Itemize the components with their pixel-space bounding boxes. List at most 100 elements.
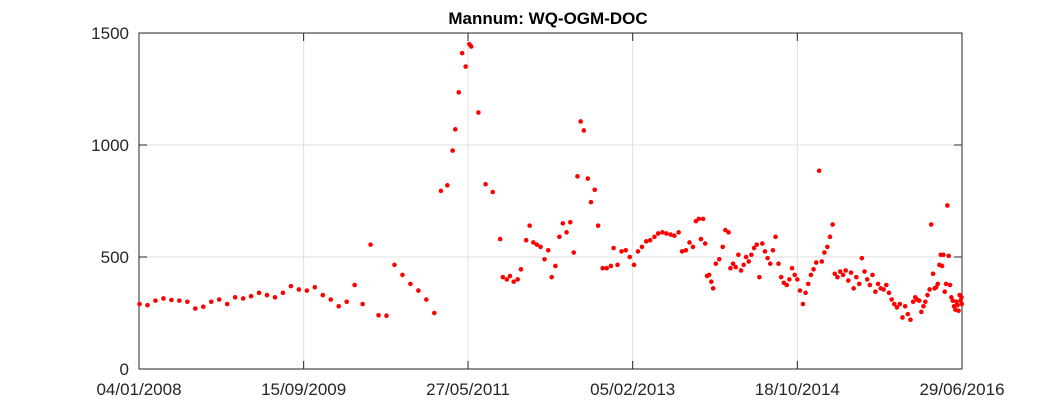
data-point [726,230,731,235]
data-point [424,297,429,302]
data-point [511,279,517,284]
data-point [840,272,846,278]
data-point [527,223,532,228]
data-point [368,242,373,247]
data-point [941,252,946,258]
data-point [534,242,540,247]
data-point [867,282,873,288]
data-point [647,237,653,243]
data-point [328,297,334,302]
data-point [320,292,326,298]
data-point [757,274,762,280]
data-point [459,50,465,56]
data-point [200,304,206,310]
data-point [848,270,854,275]
data-point [930,271,936,277]
data-point [161,296,166,301]
data-point [728,265,733,271]
data-point [800,301,806,307]
data-point [859,255,865,261]
data-point [272,295,278,300]
data-point [916,298,922,303]
data-point [668,232,673,237]
data-point [738,268,744,273]
x-tick-label: 18/10/2014 [755,380,840,399]
data-point [542,256,547,262]
data-point [939,263,945,269]
y-tick-label: 1500 [91,24,129,43]
data-point [873,289,878,295]
data-point [822,250,827,255]
data-point [623,247,629,253]
x-tick-label: 04/01/2008 [96,380,181,399]
data-point [773,234,778,240]
data-point [296,287,302,292]
data-point [595,223,601,228]
data-point [523,237,529,243]
data-point [835,274,840,280]
data-point [216,297,222,302]
data-point [946,253,952,259]
data-point [564,230,569,235]
data-point [759,241,765,246]
data-point [905,311,911,317]
data-point [384,313,389,318]
data-point [240,296,246,301]
data-point [700,216,706,222]
data-point [795,277,800,282]
data-point [710,286,716,291]
data-point [392,262,397,268]
grid-layer [138,32,963,370]
data-point [676,230,681,235]
data-point [497,236,503,242]
data-point [604,265,609,271]
data-point [483,181,488,187]
data-point [507,273,513,279]
data-point [921,303,926,309]
data-point [950,298,956,303]
data-point [716,256,722,262]
y-tick-label: 500 [101,248,129,267]
data-point [515,277,521,282]
data-point [884,282,889,288]
data-point [743,254,749,260]
data-point [571,250,577,255]
data-point [846,278,851,283]
data-point [468,44,474,49]
data-point [789,265,795,271]
data-point [886,290,892,296]
data-point [585,176,591,181]
data-point [619,249,624,254]
data-point [928,222,934,227]
data-point [567,219,573,225]
data-point [870,272,875,278]
x-tick-label: 27/05/2011 [426,380,510,399]
data-point [902,303,908,309]
data-point [683,247,689,253]
data-point [452,127,458,132]
data-point [851,286,856,291]
data-point [837,269,843,274]
data-point [736,252,741,258]
data-point [709,279,714,284]
data-point [746,259,752,264]
data-point [450,148,455,153]
data-point [959,301,965,307]
data-point [627,254,633,260]
data-point [797,288,803,293]
data-point [741,262,747,268]
data-point [730,261,736,267]
data-point [611,245,616,251]
data-point [919,309,924,315]
data-point [770,247,776,253]
data-point [500,274,506,280]
data-point [767,261,773,267]
data-point [664,231,669,236]
data-point [776,261,781,267]
data-point [910,299,916,305]
data-point [955,302,960,308]
data-point [608,263,614,269]
data-point [803,290,808,296]
